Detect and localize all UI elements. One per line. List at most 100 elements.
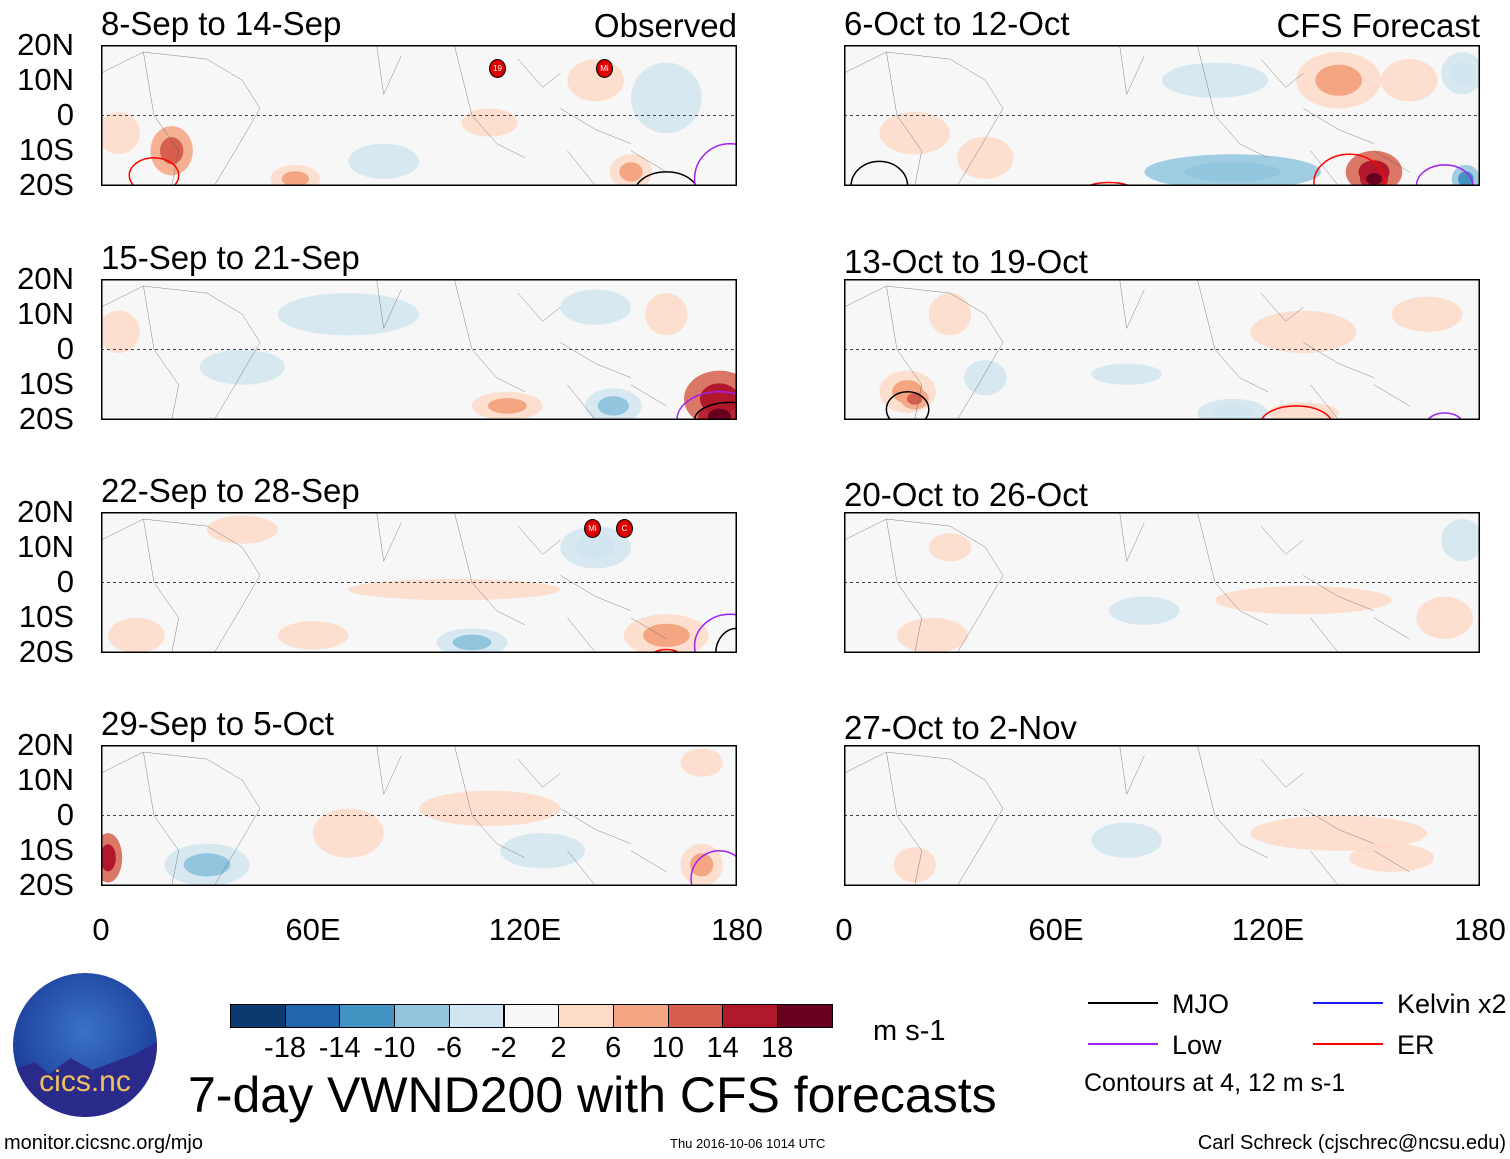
colorbar-label: 14: [706, 1032, 739, 1064]
lat-tick-label: 20S: [18, 634, 74, 669]
colorbar-label: 6: [605, 1032, 622, 1064]
er-contour: [649, 649, 684, 653]
colorbar-swatch: [722, 1004, 778, 1028]
anomaly-shading-core: [452, 634, 492, 651]
anomaly-shading: [348, 578, 561, 601]
lat-tick-label: 20S: [18, 401, 74, 436]
lat-tick-label: 0: [56, 97, 74, 132]
source-label: Observed: [593, 7, 737, 44]
anomaly-shading: [461, 108, 518, 137]
low-contour: [695, 144, 737, 186]
er-contour: [1081, 182, 1138, 186]
low-legend-label: Low: [1172, 1030, 1222, 1060]
anomaly-shading-core: [597, 396, 629, 416]
anomaly-shading: [101, 310, 140, 354]
colorbar-swatch: [503, 1004, 560, 1028]
lat-tick-label: 10N: [17, 762, 74, 797]
anomaly-shading-core: [281, 171, 309, 186]
coastlines: [844, 45, 1409, 186]
anomaly-shading-core: [643, 623, 690, 648]
anomaly-shading: [277, 293, 419, 336]
colorbar-swatch: [777, 1004, 833, 1028]
map-panel: [844, 745, 1480, 886]
anomaly-shading: [1091, 363, 1162, 385]
colorbar-swatch: [558, 1004, 614, 1028]
lat-tick-label: 20S: [18, 867, 74, 902]
lon-tick-label: 180: [1454, 912, 1506, 947]
lat-tick-label: 10N: [17, 296, 74, 331]
lat-tick-label: 0: [56, 331, 74, 366]
anomaly-shading: [1250, 815, 1427, 851]
mjo-contour: [851, 161, 908, 186]
contours-note: Contours at 4, 12 m s-1: [1084, 1069, 1346, 1097]
colorbar-swatch: [394, 1004, 450, 1028]
coastlines: [101, 512, 666, 653]
er-legend-label: ER: [1397, 1030, 1435, 1060]
footer-author: Carl Schreck (cjschrec@ncsu.edu): [1197, 1132, 1506, 1154]
anomaly-shading: [313, 808, 384, 858]
anomaly-shading-core: [690, 853, 714, 877]
panel-title: 15-Sep to 21-Sep: [101, 239, 360, 276]
lon-tick-label: 0: [92, 912, 110, 947]
anomaly-shading: [631, 62, 702, 134]
anomaly-shading-core: [1184, 162, 1282, 182]
colorbar-label: -14: [318, 1032, 361, 1064]
lat-tick-label: 0: [56, 797, 74, 832]
anomaly-shading-core: [160, 137, 184, 165]
map-panel: [844, 279, 1480, 420]
anomaly-shading-core: [183, 853, 231, 877]
mjo-contour: [695, 402, 737, 420]
footer-url: monitor.cicsnc.org/mjo: [4, 1132, 203, 1154]
anomaly-shading: [1109, 596, 1180, 625]
anomaly-shading-core: [1450, 61, 1474, 85]
mjo-legend-line: [1088, 1002, 1158, 1004]
panel-title: 8-Sep to 14-Sep: [101, 5, 342, 42]
anomaly-shading-core: [707, 408, 731, 420]
lat-tick-label: 10S: [18, 366, 74, 401]
low-contour: [1427, 413, 1462, 420]
er-legend-line: [1313, 1043, 1383, 1045]
anomaly-shading: [277, 621, 349, 650]
map-panel: [101, 745, 737, 886]
coastlines: [844, 745, 1409, 886]
anomaly-shading: [928, 293, 972, 336]
cicsnc-logo: cics.nc: [13, 973, 157, 1117]
anomaly-shading-core: [1213, 405, 1253, 420]
anomaly-shading-core: [101, 844, 116, 872]
tropical-cyclone-icon: Mi: [596, 59, 613, 78]
anomaly-shading: [1215, 586, 1392, 615]
tropical-cyclone-icon: 19: [489, 59, 506, 78]
anomaly-shading: [1349, 843, 1435, 872]
colorbar-label: 10: [651, 1032, 685, 1064]
colorbar-label: -6: [436, 1032, 462, 1064]
panel-title: 27-Oct to 2-Nov: [844, 709, 1077, 746]
colorbar-label: -10: [373, 1032, 416, 1064]
panel-title: 20-Oct to 26-Oct: [844, 476, 1088, 513]
lat-tick-label: 0: [56, 564, 74, 599]
anomaly-shading: [645, 293, 688, 336]
anomaly-shading-core: [1366, 173, 1382, 185]
kelvin-legend-line: [1313, 1002, 1383, 1004]
low-contour: [691, 851, 737, 886]
coastlines: [844, 279, 1409, 420]
colorbar-swatch: [230, 1004, 286, 1028]
er-contour: [129, 158, 178, 186]
mjo-legend-label: MJO: [1172, 989, 1229, 1019]
map-panel: [101, 512, 737, 653]
low-contour: [677, 392, 737, 420]
lat-tick-label: 10S: [18, 599, 74, 634]
anomaly-shading: [348, 143, 419, 179]
coastlines: [101, 279, 666, 420]
er-contour: [1314, 154, 1385, 186]
units-label: m s-1: [873, 1015, 946, 1047]
anomaly-shading: [199, 349, 285, 385]
colorbar-swatch: [284, 1004, 341, 1028]
anomaly-shading: [1381, 59, 1438, 102]
lat-tick-label: 20N: [17, 494, 74, 529]
figure-title: 7-day VWND200 with CFS forecasts: [188, 1067, 997, 1123]
mjo-contour: [635, 172, 699, 186]
coastlines: [101, 45, 666, 186]
anomaly-shading: [1391, 296, 1463, 332]
mjo-contour: [886, 392, 928, 420]
